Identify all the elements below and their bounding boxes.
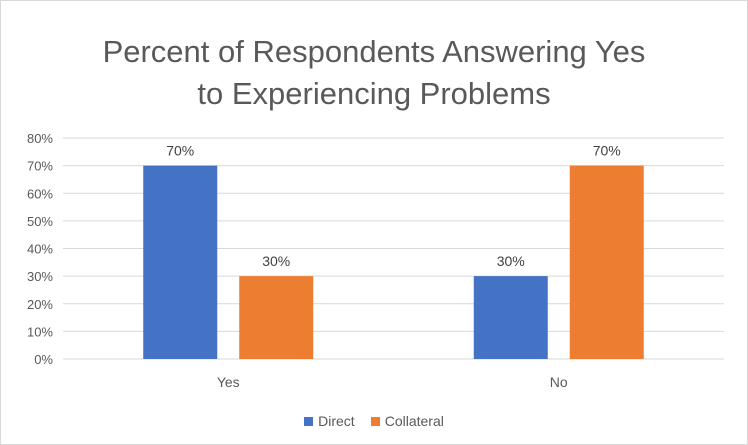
legend-swatch-collateral — [370, 416, 380, 426]
y-tick-label: 30% — [27, 269, 53, 284]
data-label-collateral-no: 70% — [593, 143, 621, 159]
bar-direct-yes — [143, 165, 218, 359]
y-tick-label: 70% — [27, 159, 53, 174]
x-category-label-yes: Yes — [217, 374, 240, 390]
bar-collateral-no — [569, 165, 644, 359]
data-label-direct-yes: 70% — [166, 143, 194, 159]
bars — [143, 165, 644, 359]
legend-item-collateral: Collateral — [370, 413, 444, 429]
y-tick-label: 60% — [27, 186, 53, 201]
x-category-label-no: No — [550, 374, 568, 390]
y-tick-label: 10% — [27, 324, 53, 339]
legend: Direct Collateral — [1, 413, 747, 429]
y-tick-label: 80% — [27, 131, 53, 146]
legend-swatch-direct — [304, 416, 314, 426]
legend-item-direct: Direct — [304, 413, 355, 429]
data-label-collateral-yes: 30% — [262, 253, 290, 269]
bar-direct-no — [473, 276, 548, 359]
y-tick-label: 40% — [27, 242, 53, 257]
chart-title-line-2: to Experiencing Problems — [197, 76, 551, 111]
bar-collateral-yes — [239, 276, 314, 359]
y-axis-ticks: 0% 10% 20% 30% 40% 50% 60% 70% 80% — [27, 131, 53, 367]
y-tick-label: 20% — [27, 297, 53, 312]
data-label-direct-no: 30% — [497, 253, 525, 269]
x-axis-categories: Yes No — [217, 374, 568, 390]
legend-label-collateral: Collateral — [384, 413, 444, 429]
chart-title: Percent of Respondents Answering Yes to … — [1, 31, 747, 115]
y-tick-label: 50% — [27, 214, 53, 229]
chart-title-line-1: Percent of Respondents Answering Yes — [102, 34, 646, 69]
data-labels: 70% 30% 30% 70% — [166, 143, 621, 270]
y-tick-label: 0% — [34, 352, 53, 367]
legend-label-direct: Direct — [318, 413, 355, 429]
